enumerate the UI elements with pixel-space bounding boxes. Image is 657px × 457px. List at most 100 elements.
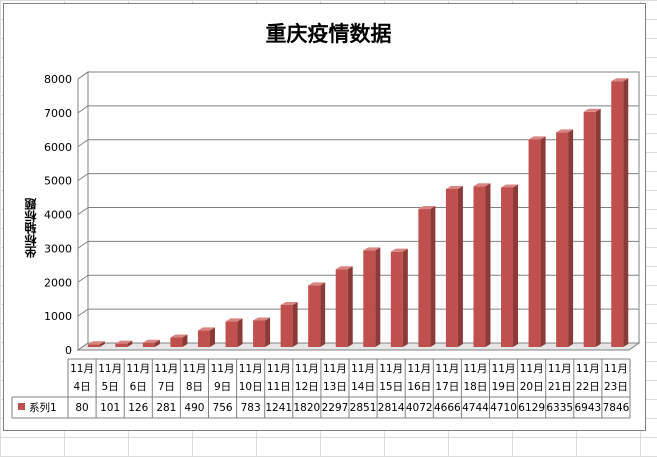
data-table-value: 1820 <box>293 402 320 414</box>
x-category-label-line2: 4日 <box>73 381 90 393</box>
gridline-side <box>77 308 89 317</box>
bar-top <box>308 282 326 286</box>
gridline-side <box>77 105 89 114</box>
bar-top <box>528 136 546 140</box>
x-category-label-line1: 11月 <box>351 363 375 375</box>
x-category-label-line2: 19日 <box>492 381 516 393</box>
bar-side <box>209 327 215 347</box>
data-table-value: 2814 <box>378 402 405 414</box>
gridline-side <box>77 274 89 283</box>
bar <box>170 337 183 347</box>
bar-side <box>292 301 298 347</box>
x-category-label-line2: 5日 <box>102 381 119 393</box>
x-category-label-line1: 11月 <box>407 363 431 375</box>
x-category-label-line2: 17日 <box>435 381 459 393</box>
bar-top <box>87 341 105 345</box>
bar <box>115 343 128 347</box>
data-table-value: 101 <box>100 402 120 414</box>
data-table-value: 6335 <box>546 402 573 414</box>
gridline-side <box>77 71 89 80</box>
x-category-label-line2: 15日 <box>379 381 403 393</box>
bar-top <box>611 78 629 82</box>
bar-top <box>390 248 408 252</box>
x-category-label-line1: 11月 <box>435 363 459 375</box>
data-table-value: 126 <box>128 402 148 414</box>
y-tick-label: 2000 <box>44 276 72 289</box>
data-table-value: 281 <box>156 402 176 414</box>
bar-side <box>402 248 408 347</box>
x-category-label-line1: 11月 <box>379 363 403 375</box>
bar-side <box>623 78 629 348</box>
floor <box>76 342 641 351</box>
x-category-label-line2: 16日 <box>407 381 431 393</box>
gridline-side <box>77 139 89 148</box>
bar-side <box>320 282 326 347</box>
x-category-label-line2: 22日 <box>576 381 600 393</box>
bar <box>611 81 624 348</box>
x-category-label-line2: 20日 <box>520 381 544 393</box>
bar <box>225 321 238 347</box>
data-table-value: 6943 <box>574 402 601 414</box>
x-category-label-line1: 11月 <box>70 363 94 375</box>
data-table-value: 490 <box>184 402 204 414</box>
x-category-label-line2: 18日 <box>464 381 488 393</box>
x-category-label-line1: 11月 <box>464 363 488 375</box>
data-table-value: 756 <box>213 402 233 414</box>
x-category-label-line1: 11月 <box>548 363 572 375</box>
bar-side <box>513 184 519 347</box>
gridline-side <box>77 173 89 182</box>
y-tick-label: 0 <box>65 344 72 357</box>
gridline-side <box>77 207 89 215</box>
y-tick-label: 6000 <box>44 141 72 154</box>
bar-top <box>280 301 298 305</box>
bar <box>335 269 348 347</box>
chart-title[interactable]: 重庆疫情数据 <box>265 22 392 46</box>
y-tick-label: 4000 <box>44 209 72 222</box>
x-category-label-line2: 10日 <box>239 381 263 393</box>
bar <box>308 285 321 347</box>
x-category-label-line1: 11月 <box>267 363 291 375</box>
bar-top <box>583 108 601 112</box>
bar <box>390 251 403 347</box>
data-table-value: 4072 <box>406 402 433 414</box>
y-tick-label: 1000 <box>44 310 72 323</box>
bar-top <box>197 327 215 331</box>
bar-top <box>473 183 491 187</box>
bar-side <box>568 129 574 347</box>
bar <box>583 111 596 347</box>
bar-side <box>595 108 601 347</box>
bar <box>473 186 486 347</box>
bar <box>445 188 458 347</box>
bar-top <box>142 339 160 343</box>
bar-side <box>99 341 105 347</box>
bar-side <box>457 185 463 347</box>
bar <box>363 250 376 347</box>
data-table-value: 783 <box>241 402 261 414</box>
bar-side <box>182 334 188 347</box>
x-category-label-line1: 11月 <box>183 363 207 375</box>
x-category-label-line1: 11月 <box>520 363 544 375</box>
legend-key <box>18 403 25 410</box>
x-category-label-line2: 9日 <box>214 381 231 393</box>
x-category-label-line2: 14日 <box>351 381 375 393</box>
bar <box>197 330 210 347</box>
bar <box>142 342 155 347</box>
bar-top <box>225 318 243 322</box>
y-tick-label: 3000 <box>44 242 72 255</box>
bar-side <box>540 136 546 347</box>
x-category-label-line1: 11月 <box>239 363 263 375</box>
x-category-label-line2: 11日 <box>267 381 291 393</box>
bar-top <box>115 340 133 344</box>
bar-side <box>237 318 243 347</box>
x-category-label-line1: 11月 <box>492 363 516 375</box>
data-table-value: 4666 <box>434 402 461 414</box>
bar-top <box>418 206 436 210</box>
x-category-label-line1: 11月 <box>98 363 122 375</box>
bar-top <box>445 185 463 189</box>
bar-top <box>556 129 574 133</box>
data-table-value: 2851 <box>350 402 377 414</box>
y-tick-label: 8000 <box>44 73 72 86</box>
data-table-value: 7846 <box>603 402 630 414</box>
bar-side <box>127 340 133 347</box>
